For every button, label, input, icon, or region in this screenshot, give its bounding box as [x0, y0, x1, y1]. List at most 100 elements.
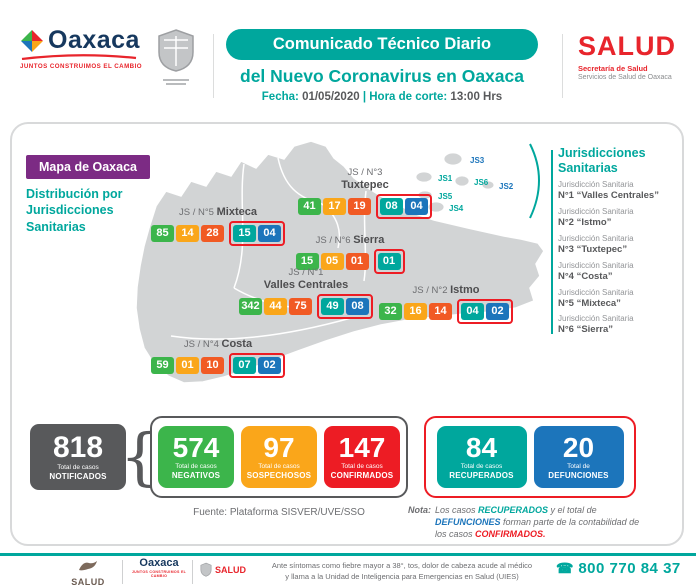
sospechosos-box: 05	[320, 252, 344, 270]
jur-item-line1: Jurisdicción Sanitaria	[558, 206, 634, 216]
state-shield-emblem	[156, 28, 196, 85]
note-confirmados: CONFIRMADOS.	[475, 529, 546, 540]
sospechosos-box: 14	[176, 224, 199, 242]
salud-secretaria: Secretaría de Salud	[578, 64, 648, 73]
region-prefix: JS / N°3	[347, 167, 383, 178]
footer-divider	[122, 560, 123, 584]
region-name: Istmo	[450, 284, 480, 296]
region-mixteca: JS / N°5 Mixteca 85 14 28 15 04	[144, 206, 292, 246]
note-label: Nota:	[408, 505, 431, 515]
confirmados-box: 01	[345, 252, 369, 270]
stat-label2: CONFIRMADOS	[330, 471, 394, 480]
sospechosos-box: 17	[323, 197, 346, 215]
confirmados-box: 75	[289, 297, 312, 315]
jur-item-line2: N°6 “Sierra”	[558, 324, 614, 336]
oaxaca-tagline: JUNTOS CONSTRUIMOS EL CAMBIO	[20, 63, 143, 70]
jur-item-line1: Jurisdicción Sanitaria	[558, 287, 634, 297]
separator: |	[362, 91, 367, 103]
region-name: Sierra	[353, 234, 385, 246]
region-istmo: JS / N°2 Istmo 32 16 14 04 02	[372, 284, 520, 324]
eagle-icon	[79, 561, 97, 571]
region-prefix: JS / N°5	[179, 207, 214, 218]
red-swoosh	[21, 54, 137, 60]
negativos-box: 15	[295, 252, 319, 270]
defunciones-box: 04	[258, 224, 281, 242]
stat-label2: RECUPERADOS	[449, 471, 514, 480]
stat-value: 574	[172, 432, 220, 463]
salud-logo: SALUD Secretaría de Salud Servicios de S…	[578, 33, 686, 82]
footer-salud-oaxaca-logo: SALUD	[200, 561, 246, 578]
defunciones-box: 02	[258, 356, 281, 374]
stat-value: 84	[465, 432, 498, 463]
sospechosos-box: 01	[176, 356, 199, 374]
salud-servicios: Servicios de Salud de Oaxaca	[578, 74, 672, 81]
jur-item-line2: N°5 “Mixteca”	[558, 297, 621, 309]
phone-text: 800 770 84 37	[578, 560, 681, 577]
jur-item-line1: Jurisdicción Sanitaria	[558, 233, 634, 243]
oaxaca-logo: Oaxaca JUNTOS CONSTRUIMOS EL CAMBIO	[20, 28, 150, 71]
phone-number: 800 770 84 37	[556, 560, 690, 577]
footer-rule	[0, 553, 696, 556]
jurisdicciones-rule	[551, 150, 553, 334]
stat-value: 20	[562, 432, 595, 463]
footer-salud-gov-logo: SALUD	[62, 559, 114, 587]
region-prefix: JS / N°6	[315, 235, 351, 246]
note-text: forman parte de la contabilidad de los c…	[435, 517, 640, 540]
stat-label1: Total de casos	[258, 463, 300, 470]
jur-item-line1: Jurisdicción Sanitaria	[558, 180, 634, 189]
map-subtitle: Distribución por Jurisdicciones Sanitari…	[26, 187, 123, 234]
defunciones-box: 02	[486, 302, 509, 320]
confirmados-box: 28	[201, 224, 224, 242]
island-blob	[454, 175, 470, 187]
jur-item-line2: N°1 “Valles Centrales”	[558, 190, 659, 201]
negativos-box: 59	[151, 356, 174, 374]
region-tuxtepec: JS / N°3 Tuxtepec 41 17 19 08 04	[292, 167, 438, 219]
confirmados-box: 10	[201, 356, 224, 374]
island-label-js5: JS5	[438, 192, 453, 201]
recovered-deaths-frame: 08 04	[376, 193, 432, 219]
stat-confirmados: 147 Total de casos CONFIRMADOS	[324, 426, 400, 488]
footer-oaxaca-text: Oaxaca	[139, 557, 179, 569]
jur-item-line2: N°4 “Costa”	[558, 270, 613, 282]
stat-label1: Total de	[567, 463, 590, 470]
stat-label1: Total de casos	[175, 463, 217, 470]
header-divider	[213, 34, 214, 98]
oaxaca-logo-icon	[21, 29, 43, 52]
fecha-value: 01/05/2020	[302, 91, 360, 103]
recovered-deaths-frame: 01	[373, 248, 405, 274]
stat-label2: NOTIFICADOS	[49, 472, 107, 481]
date-line: Fecha: 01/05/2020 | Hora de corte: 13:00…	[214, 91, 550, 103]
island-blob	[415, 171, 433, 183]
jur-item-line1: Jurisdicción Sanitaria	[558, 314, 634, 324]
source-text: Fuente: Plataforma SISVER/UVE/SSO	[193, 507, 365, 518]
note-body: Los casos RECUPERADOS y el total de DEFU…	[435, 504, 652, 540]
defunciones-box: 08	[346, 297, 369, 315]
brace-shape	[120, 416, 148, 498]
sospechosos-box: 16	[404, 302, 427, 320]
negativos-box: 342	[239, 297, 262, 315]
panel-connector-curve	[529, 143, 540, 219]
advisory-line1: Ante síntomas como fiebre mayor a 38°, t…	[271, 561, 533, 570]
hora-value: 13:00 Hrs	[450, 91, 503, 103]
island-label-js3: JS3	[470, 156, 485, 165]
footer-salud-oaxaca-text: SALUD	[215, 564, 246, 575]
region-sierra: JS / N°6 Sierra 15 05 01 01	[289, 234, 411, 274]
list-item: Jurisdicción Sanitaria N°5 “Mixteca”	[558, 288, 684, 310]
stat-label1: Total de casos	[341, 463, 383, 470]
region-prefix: JS / N°1	[288, 267, 324, 278]
note-text: y el total de	[548, 505, 597, 515]
region-name: Tuxtepec	[341, 178, 389, 191]
region-name: Valles Centrales	[263, 278, 349, 291]
region-costa: JS / N°4 Costa 59 01 10 07 02	[144, 338, 292, 378]
note-defunciones: DEFUNCIONES	[435, 517, 501, 528]
jur-item-line2: N°2 “Istmo”	[558, 216, 612, 228]
footer-salud-gov-text: SALUD	[71, 577, 105, 587]
recovered-deaths-frame: 07 02	[229, 352, 285, 378]
recuperados-box: 07	[233, 356, 256, 374]
confirmados-box: 14	[429, 302, 452, 320]
recuperados-box: 01	[377, 252, 401, 270]
jurisdicciones-list: Jurisdicción Sanitaria N°1 “Valles Centr…	[558, 180, 684, 341]
stat-label1: Total de casos	[57, 464, 99, 471]
hora-label: Hora de corte:	[369, 91, 448, 103]
note: Nota: Los casos RECUPERADOS y el total d…	[408, 504, 652, 540]
